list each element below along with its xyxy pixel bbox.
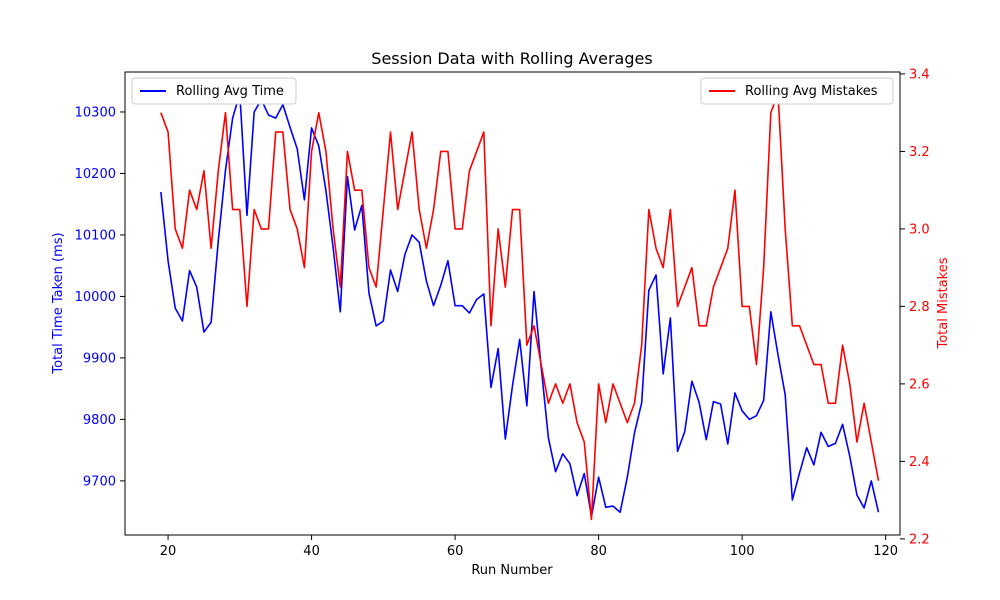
x-axis-label: Run Number bbox=[471, 563, 553, 578]
x-tick-label: 120 bbox=[873, 544, 898, 559]
y-right-tick-label: 3.4 bbox=[909, 67, 930, 82]
x-tick-label: 80 bbox=[590, 544, 607, 559]
y-axis-right: 2.2 2.4 2.6 2.8 3.0 3.2 3.4 bbox=[900, 67, 930, 547]
y-left-tick-label: 10000 bbox=[75, 290, 116, 305]
y-right-tick-label: 2.4 bbox=[909, 455, 930, 470]
legend-left-label: Rolling Avg Time bbox=[176, 84, 284, 99]
x-tick-label: 100 bbox=[730, 544, 755, 559]
y-axis-left: 9700 9800 9900 10000 10100 10200 10300 bbox=[75, 105, 125, 489]
legend-right: Rolling Avg Mistakes bbox=[700, 77, 894, 105]
y-axis-left-label: Total Time Taken (ms) bbox=[51, 232, 66, 374]
series-line-time bbox=[160, 92, 880, 518]
y-right-tick-label: 2.8 bbox=[909, 300, 930, 315]
x-axis: 20 40 60 80 100 120 bbox=[160, 535, 898, 559]
x-tick-label: 20 bbox=[160, 544, 177, 559]
y-right-tick-label: 3.2 bbox=[909, 145, 930, 160]
legend-right-box bbox=[700, 77, 894, 105]
series-layer bbox=[160, 92, 880, 521]
legend-right-label: Rolling Avg Mistakes bbox=[745, 84, 878, 99]
y-left-tick-label: 10100 bbox=[75, 228, 116, 243]
y-left-tick-label: 9700 bbox=[83, 474, 116, 489]
y-axis-right-label: Total Mistakes bbox=[936, 257, 951, 349]
y-right-tick-label: 2.2 bbox=[909, 532, 930, 547]
series-line-mistakes bbox=[160, 92, 880, 521]
chart-title: Session Data with Rolling Averages bbox=[371, 49, 652, 68]
plot-frame bbox=[124, 71, 901, 536]
x-tick-label: 60 bbox=[447, 544, 464, 559]
y-left-tick-label: 10300 bbox=[75, 105, 116, 120]
y-right-tick-label: 2.6 bbox=[909, 377, 930, 392]
y-left-tick-label: 9900 bbox=[83, 351, 116, 366]
y-right-tick-label: 3.0 bbox=[909, 222, 930, 237]
y-left-tick-label: 10200 bbox=[75, 167, 116, 182]
y-left-tick-label: 9800 bbox=[83, 413, 116, 428]
x-tick-label: 40 bbox=[303, 544, 320, 559]
legend-left-box bbox=[131, 77, 297, 105]
legend-left: Rolling Avg Time bbox=[131, 77, 297, 105]
